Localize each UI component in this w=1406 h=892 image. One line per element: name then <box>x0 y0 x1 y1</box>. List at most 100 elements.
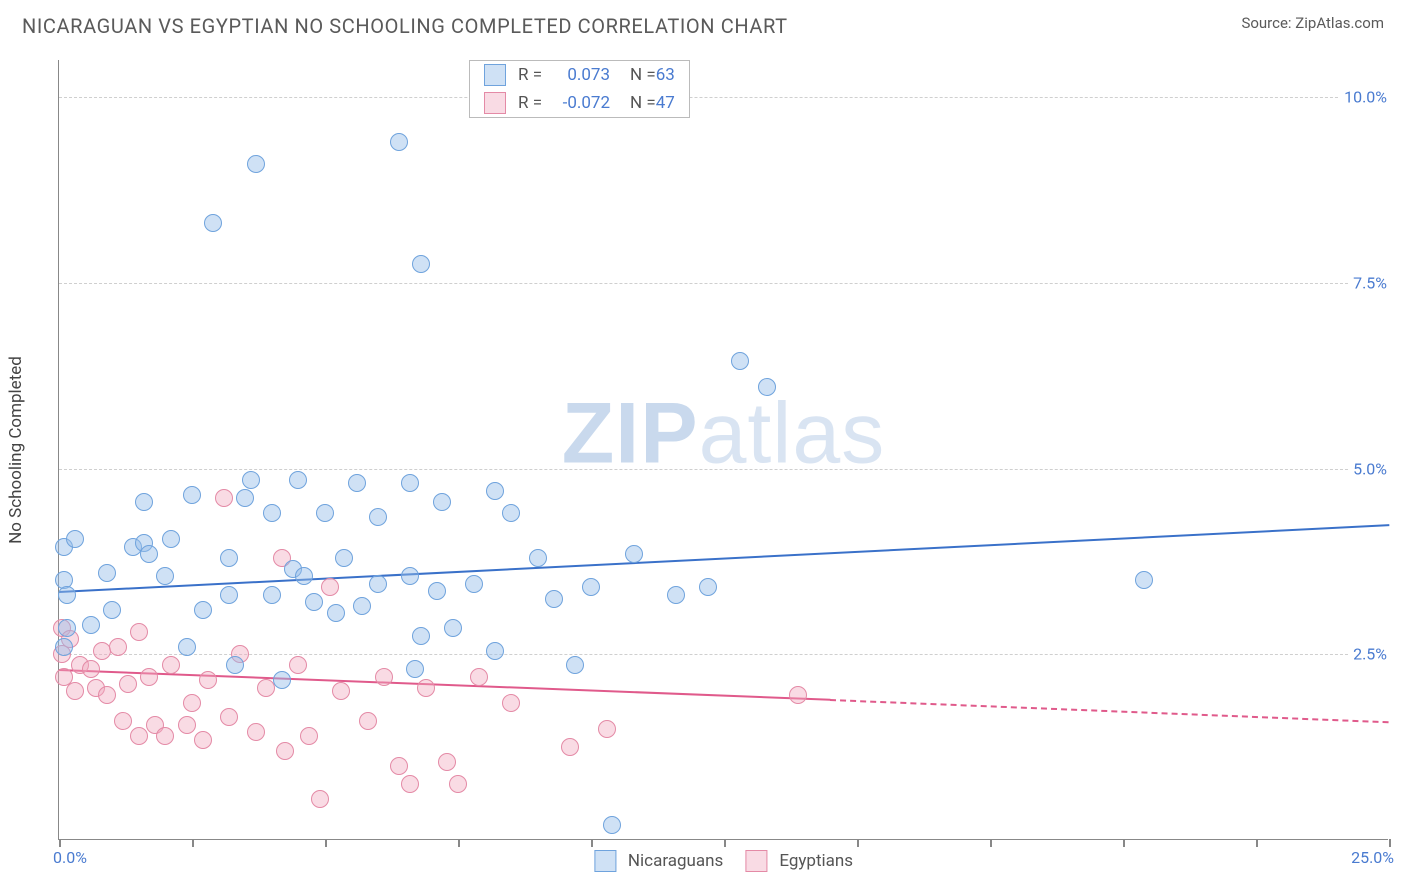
data-point <box>58 619 76 637</box>
source-name: ZipAtlas.com <box>1295 14 1384 32</box>
data-point <box>130 727 148 745</box>
data-point <box>295 567 313 585</box>
data-point <box>247 155 265 173</box>
data-point <box>486 482 504 500</box>
data-point <box>470 668 488 686</box>
data-point <box>603 816 621 834</box>
plot-area: ZIPatlas R = 0.073 N = 63 R = -0.072 N =… <box>58 60 1388 840</box>
data-point <box>406 660 424 678</box>
data-point <box>417 679 435 697</box>
data-point <box>58 586 76 604</box>
trend-line <box>59 524 1389 593</box>
y-axis-label: No Schooling Completed <box>6 356 26 544</box>
data-point <box>321 578 339 596</box>
data-point <box>375 668 393 686</box>
data-point <box>109 638 127 656</box>
data-point <box>300 727 318 745</box>
data-point <box>289 471 307 489</box>
trend-line <box>59 669 830 701</box>
data-point <box>598 720 616 738</box>
data-point <box>236 489 254 507</box>
data-point <box>82 660 100 678</box>
data-point <box>390 133 408 151</box>
data-point <box>55 638 73 656</box>
data-point <box>758 378 776 396</box>
data-point <box>220 586 238 604</box>
x-tick-mark <box>1256 839 1258 847</box>
data-point <box>183 694 201 712</box>
grid-line <box>59 283 1388 284</box>
data-point <box>438 753 456 771</box>
data-point <box>1135 571 1153 589</box>
data-point <box>444 619 462 637</box>
data-point <box>502 504 520 522</box>
grid-line <box>59 469 1388 470</box>
data-point <box>305 593 323 611</box>
data-point <box>273 671 291 689</box>
grid-line <box>59 97 1388 98</box>
n-value-nicaraguans: 63 <box>656 65 675 85</box>
swatch-egyptians <box>745 850 767 872</box>
data-point <box>486 642 504 660</box>
data-point <box>561 738 579 756</box>
data-point <box>103 601 121 619</box>
data-point <box>353 597 371 615</box>
r-label: R = <box>518 93 542 113</box>
data-point <box>625 545 643 563</box>
data-point <box>369 508 387 526</box>
data-point <box>242 471 260 489</box>
data-point <box>699 578 717 596</box>
r-label: R = <box>518 65 542 85</box>
x-tick-mark <box>192 839 194 847</box>
data-point <box>401 474 419 492</box>
data-point <box>401 567 419 585</box>
legend-item-egyptians: Egyptians <box>745 850 853 872</box>
watermark-atlas: atlas <box>699 385 886 481</box>
n-label: N = <box>630 93 656 113</box>
x-tick-mark <box>724 839 726 847</box>
x-axis-min-label: 0.0% <box>53 848 87 867</box>
x-tick-mark <box>591 839 593 847</box>
data-point <box>82 616 100 634</box>
data-point <box>465 575 483 593</box>
x-tick-mark <box>59 839 61 847</box>
trend-line <box>830 699 1389 723</box>
data-point <box>390 757 408 775</box>
data-point <box>582 578 600 596</box>
data-point <box>289 656 307 674</box>
data-point <box>263 586 281 604</box>
data-point <box>247 723 265 741</box>
data-point <box>162 656 180 674</box>
grid-line <box>59 654 1388 655</box>
data-point <box>276 742 294 760</box>
data-point <box>359 712 377 730</box>
data-point <box>220 708 238 726</box>
data-point <box>263 504 281 522</box>
legend-label-nicaraguans: Nicaraguans <box>628 851 723 871</box>
x-tick-mark <box>990 839 992 847</box>
data-point <box>178 638 196 656</box>
swatch-nicaraguans <box>484 64 506 86</box>
data-point <box>178 716 196 734</box>
swatch-nicaraguans <box>594 850 616 872</box>
data-point <box>428 582 446 600</box>
x-tick-mark <box>325 839 327 847</box>
swatch-egyptians <box>484 92 506 114</box>
data-point <box>502 694 520 712</box>
data-point <box>335 549 353 567</box>
data-point <box>401 775 419 793</box>
stats-row-egyptians: R = -0.072 N = 47 <box>470 89 689 117</box>
n-label: N = <box>630 65 656 85</box>
data-point <box>332 682 350 700</box>
n-value-egyptians: 47 <box>656 93 675 113</box>
data-point <box>66 682 84 700</box>
legend-item-nicaraguans: Nicaraguans <box>594 850 723 872</box>
data-point <box>135 493 153 511</box>
data-point <box>316 504 334 522</box>
chart-container: No Schooling Completed ZIPatlas R = 0.07… <box>58 60 1388 840</box>
data-point <box>449 775 467 793</box>
data-point <box>130 623 148 641</box>
data-point <box>194 601 212 619</box>
data-point <box>156 567 174 585</box>
x-axis-max-label: 25.0% <box>1351 848 1394 867</box>
